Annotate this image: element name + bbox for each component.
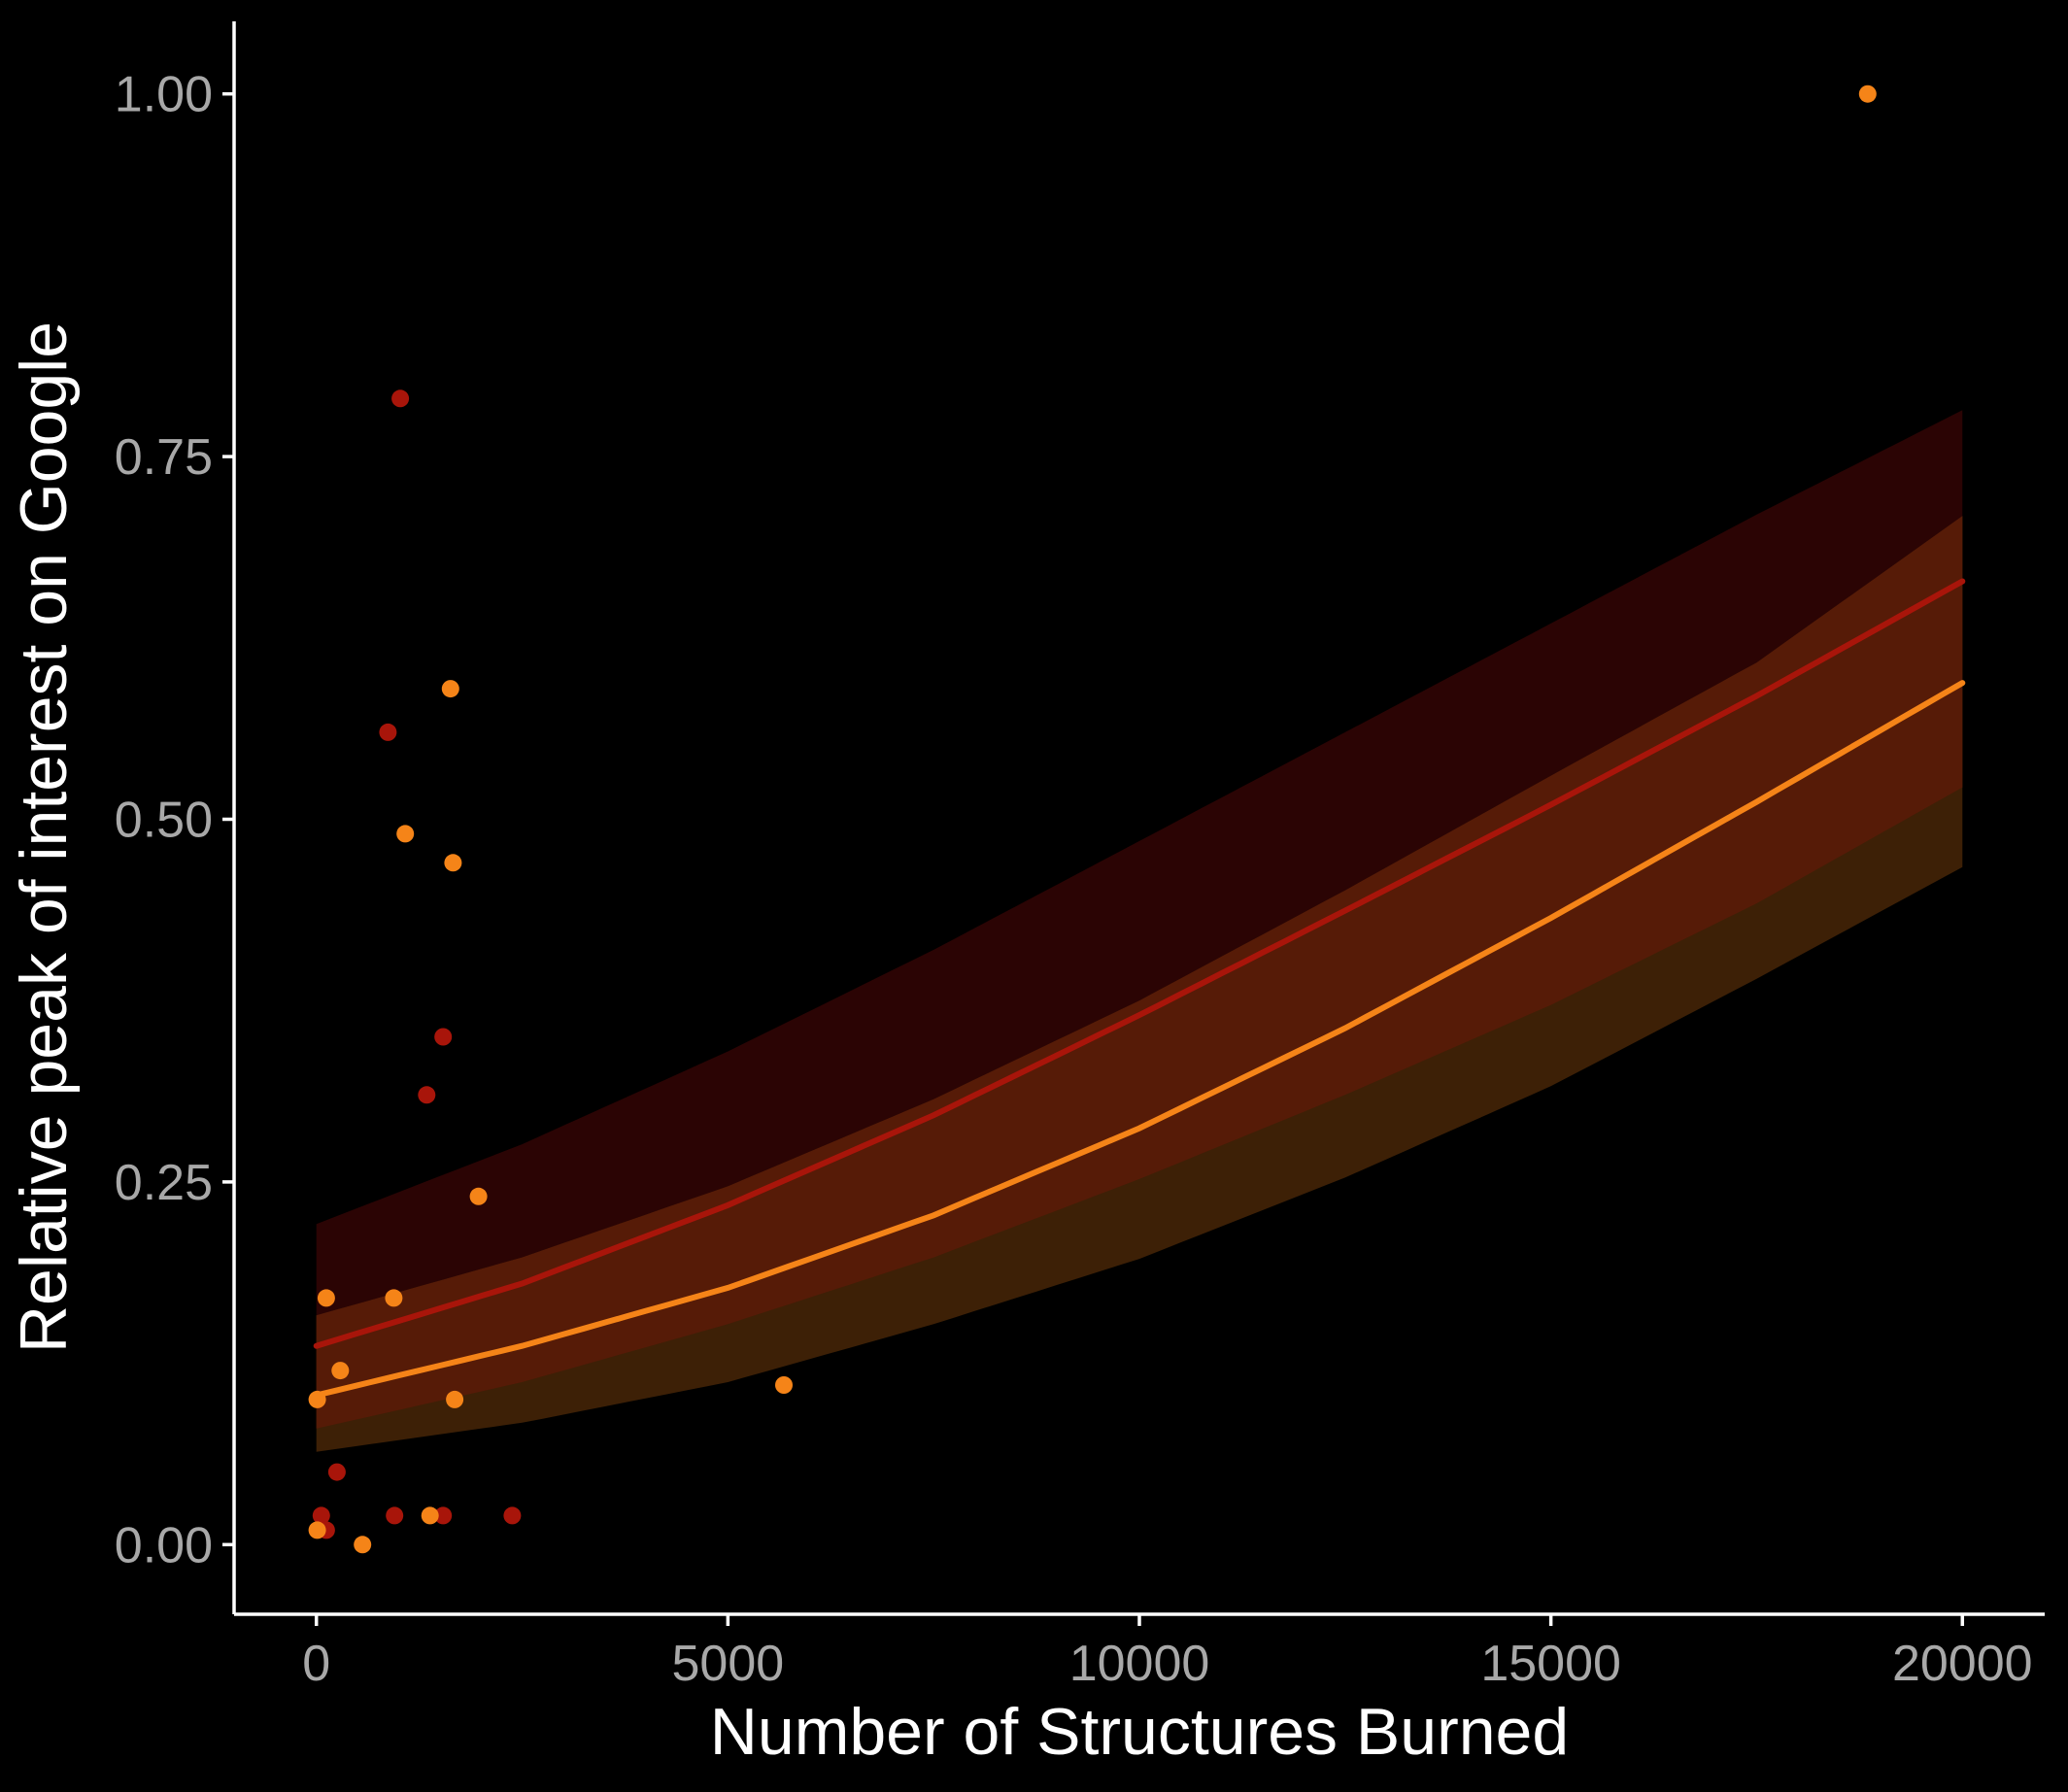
data-points xyxy=(308,85,1877,1554)
data-point-red xyxy=(434,1506,453,1525)
data-point-orange xyxy=(441,680,459,698)
x-axis-ticks: 0 5000 10000 15000 20000 xyxy=(302,1614,2033,1692)
data-point-orange xyxy=(421,1506,439,1525)
y-axis-title: Relative peak of interest on Google xyxy=(7,321,81,1353)
data-point-orange xyxy=(308,1390,326,1408)
confidence-band-red xyxy=(316,410,1963,1429)
y-tick-label: 0.50 xyxy=(115,792,213,848)
data-point-orange xyxy=(775,1376,793,1394)
confidence-band-overlap xyxy=(316,516,1963,1429)
data-point-orange xyxy=(354,1536,372,1554)
data-point-red xyxy=(312,1506,330,1525)
data-point-orange xyxy=(317,1289,335,1307)
x-axis-title: Number of Structures Burned xyxy=(710,1695,1569,1769)
data-point-red xyxy=(418,1086,436,1104)
y-tick-label: 0.75 xyxy=(115,429,213,486)
x-tick-label: 15000 xyxy=(1480,1636,1621,1692)
x-tick-label: 10000 xyxy=(1069,1636,1210,1692)
data-point-orange xyxy=(385,1289,403,1307)
data-point-orange xyxy=(331,1362,350,1380)
data-point-red xyxy=(386,1506,404,1525)
x-tick-label: 0 xyxy=(302,1636,330,1692)
y-axis-ticks: 0.00 0.25 0.50 0.75 1.00 xyxy=(115,67,234,1573)
data-point-orange xyxy=(396,825,415,843)
confidence-bands xyxy=(316,410,1963,1452)
data-point-orange xyxy=(469,1187,488,1205)
data-point-orange xyxy=(308,1521,326,1539)
y-tick-label: 0.00 xyxy=(115,1517,213,1573)
fit-line-red xyxy=(313,578,1966,1349)
data-point-orange xyxy=(446,1390,464,1408)
data-point-red xyxy=(503,1506,522,1525)
data-point-orange xyxy=(444,854,462,872)
data-point-red xyxy=(379,723,397,741)
data-point-red xyxy=(434,1028,453,1046)
y-tick-label: 1.00 xyxy=(115,67,213,123)
data-point-orange xyxy=(1858,85,1877,103)
data-point-red xyxy=(391,389,410,408)
fit-line-orange xyxy=(313,680,1966,1399)
y-tick-label: 0.25 xyxy=(115,1155,213,1211)
data-point-red xyxy=(327,1463,346,1481)
x-tick-label: 5000 xyxy=(672,1636,785,1692)
x-tick-label: 20000 xyxy=(1892,1636,2033,1692)
fit-lines xyxy=(313,578,1966,1399)
